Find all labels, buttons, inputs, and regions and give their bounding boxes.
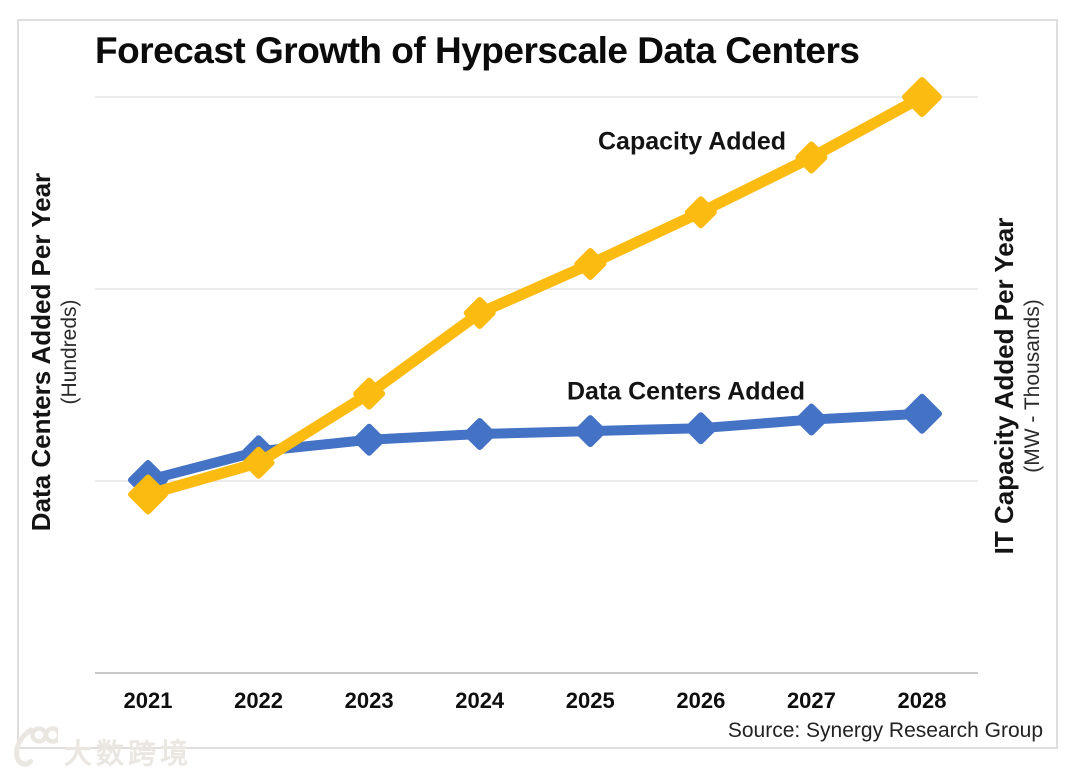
y-axis-label-left: Data Centers Added Per Year (Hundreds) (26, 173, 82, 531)
watermark: 大数跨境 (6, 722, 192, 772)
watermark-logo-icon (14, 726, 58, 767)
capacity-added-marker (902, 77, 942, 117)
data-centers-added-marker (902, 393, 942, 434)
chart-border-frame (17, 19, 1058, 749)
series-label-data-centers-added: Data Centers Added (566, 377, 806, 406)
data-centers-added-marker (463, 417, 496, 450)
capacity-added-marker (463, 297, 496, 329)
y-axis-right-title: IT Capacity Added Per Year (989, 217, 1020, 555)
series-label-capacity-added: Capacity Added (597, 127, 787, 156)
y-axis-left-units: (Hundreds) (57, 299, 81, 405)
source-attribution: Source: Synergy Research Group (727, 719, 1043, 742)
x-tick-label: 2022 (234, 688, 284, 713)
watermark-text: 大数跨境 (64, 738, 193, 769)
x-tick-label: 2025 (565, 688, 615, 713)
x-tick-label: 2026 (676, 688, 726, 713)
y-axis-label-right: IT Capacity Added Per Year (MW - Thousan… (989, 218, 1045, 555)
x-tick-label: 2024 (455, 688, 505, 713)
data-centers-added-marker (684, 412, 717, 445)
capacity-added-marker (574, 248, 607, 281)
data-centers-added-marker (574, 415, 607, 448)
y-axis-left-title: Data Centers Added Per Year (26, 172, 57, 532)
y-axis-right-units: (MW - Thousands) (1020, 299, 1044, 473)
capacity-added-marker (353, 377, 386, 410)
data-centers-added-marker (795, 403, 828, 436)
chart-title: Forecast Growth of Hyperscale Data Cente… (95, 30, 860, 71)
capacity-added-line (142, 91, 928, 500)
capacity-added-marker (795, 141, 828, 174)
capacity-added-marker (684, 196, 717, 229)
capacity-added-marker (242, 446, 275, 479)
capacity-added-marker (128, 474, 168, 515)
data-centers-added-marker (353, 423, 386, 456)
x-tick-label: 2021 (123, 688, 173, 713)
x-tick-label: 2028 (897, 688, 947, 713)
x-tick-label: 2023 (344, 688, 394, 713)
x-tick-label: 2027 (786, 688, 836, 713)
